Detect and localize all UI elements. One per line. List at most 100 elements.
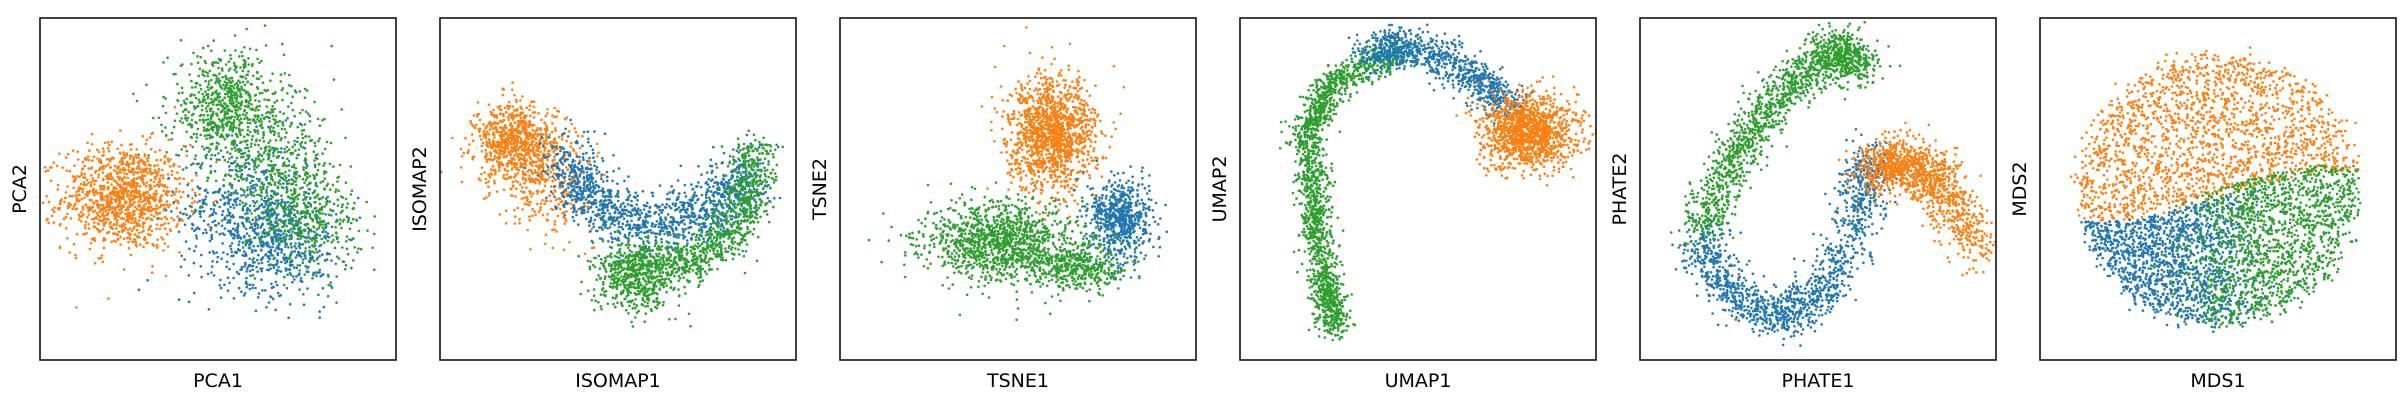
data-point	[478, 130, 481, 133]
data-point	[281, 120, 285, 124]
data-point	[147, 197, 151, 200]
data-point	[277, 237, 281, 240]
data-point	[95, 216, 98, 219]
data-point	[109, 193, 112, 196]
data-point	[87, 158, 91, 162]
data-point	[279, 73, 283, 76]
data-point	[288, 271, 292, 275]
data-point	[491, 158, 495, 162]
data-point	[64, 215, 68, 219]
data-point	[551, 246, 555, 250]
data-point	[194, 208, 197, 212]
data-point	[128, 181, 131, 184]
data-point	[175, 187, 178, 190]
data-point	[168, 165, 172, 168]
data-point	[485, 133, 488, 137]
data-point	[215, 141, 219, 145]
data-point	[237, 150, 241, 154]
data-point	[629, 211, 633, 214]
data-point	[85, 190, 89, 194]
data-point	[280, 186, 284, 189]
data-point	[163, 160, 166, 164]
data-point	[516, 206, 519, 210]
data-point	[199, 265, 203, 268]
data-point	[128, 184, 132, 188]
data-point	[201, 73, 204, 76]
data-point	[244, 263, 247, 266]
data-point	[100, 208, 104, 212]
data-point	[530, 133, 533, 136]
data-point	[238, 81, 242, 84]
data-point	[186, 183, 189, 187]
data-point	[256, 132, 260, 135]
data-point	[99, 256, 103, 260]
data-point	[290, 235, 294, 239]
data-point	[167, 176, 171, 180]
data-point	[248, 220, 251, 224]
data-point	[210, 49, 213, 53]
data-point	[527, 137, 530, 141]
data-point	[299, 237, 302, 240]
data-point	[718, 212, 722, 215]
data-point	[543, 202, 546, 205]
data-point	[221, 75, 224, 79]
data-point	[553, 155, 556, 159]
data-point	[287, 246, 290, 249]
data-point	[545, 136, 548, 140]
data-point	[135, 181, 139, 185]
data-point	[497, 169, 501, 172]
data-point	[233, 115, 236, 119]
data-point	[228, 281, 231, 285]
data-point	[216, 61, 220, 65]
data-point	[120, 197, 124, 200]
data-point	[511, 118, 515, 121]
data-point	[178, 176, 182, 180]
data-point	[246, 121, 249, 125]
data-point	[236, 230, 240, 233]
data-point	[528, 104, 532, 107]
data-point	[196, 201, 199, 204]
data-point	[108, 158, 111, 161]
data-point	[228, 109, 232, 112]
data-point	[273, 101, 276, 104]
data-point	[162, 95, 165, 99]
data-point	[521, 111, 525, 114]
data-point	[111, 176, 114, 179]
data-point	[231, 227, 235, 230]
data-point	[530, 195, 533, 198]
data-point	[211, 128, 214, 131]
data-point	[155, 192, 159, 196]
data-point	[227, 173, 231, 176]
data-point	[508, 123, 512, 127]
data-point	[538, 153, 541, 157]
data-point	[249, 145, 253, 148]
data-point	[68, 170, 71, 173]
data-point	[90, 181, 93, 184]
data-point	[204, 195, 208, 198]
data-point	[720, 222, 724, 226]
data-point	[166, 173, 170, 176]
data-point	[283, 178, 287, 182]
data-point	[323, 234, 327, 238]
data-point	[249, 98, 252, 102]
data-point	[184, 145, 187, 148]
data-point	[265, 168, 268, 172]
data-point	[255, 233, 259, 236]
data-point	[243, 139, 246, 143]
data-point	[335, 232, 338, 235]
data-point	[251, 218, 254, 222]
data-point	[315, 228, 319, 231]
data-point	[130, 229, 134, 233]
data-point	[519, 105, 522, 109]
data-point	[543, 121, 547, 125]
data-point	[315, 220, 319, 224]
data-point	[595, 165, 599, 169]
data-point	[235, 65, 238, 69]
data-point	[334, 220, 338, 224]
data-point	[204, 70, 207, 74]
data-point	[507, 107, 510, 110]
data-point	[584, 217, 588, 221]
data-point	[166, 232, 169, 236]
data-point	[306, 176, 309, 180]
data-point	[221, 194, 224, 197]
